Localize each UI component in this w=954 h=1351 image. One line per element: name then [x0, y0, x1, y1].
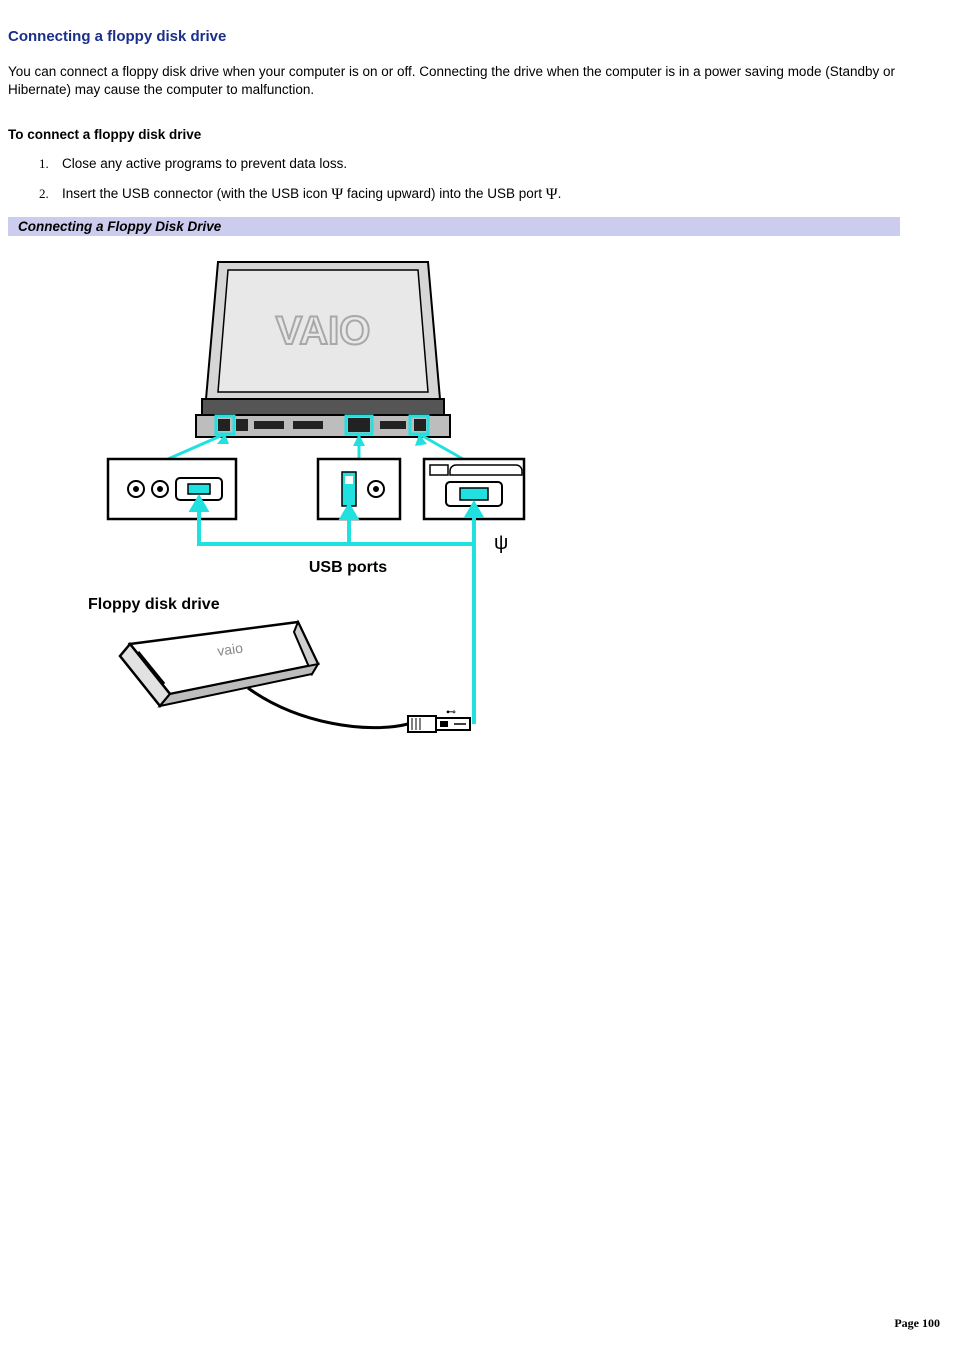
sub-heading: To connect a floppy disk drive	[8, 127, 946, 142]
usb-ports-label: USB ports	[309, 559, 387, 576]
usb-icon: Ψ	[546, 186, 558, 203]
figure-container: VAIO	[8, 244, 954, 754]
page-number: Page 100	[894, 1316, 940, 1331]
step-2-text-c: .	[558, 186, 562, 201]
steps-list: Close any active programs to prevent dat…	[8, 156, 946, 203]
port-detail-boxes	[108, 459, 524, 519]
step-2-text-b: facing upward) into the USB port	[343, 186, 546, 201]
step-1-text: Close any active programs to prevent dat…	[62, 156, 347, 171]
connection-diagram: VAIO	[68, 244, 538, 754]
usb-icon: Ψ	[331, 186, 343, 203]
laptop-illustration: VAIO	[196, 262, 450, 437]
usb-connector-plug: ⊷	[408, 707, 470, 732]
document-page: Connecting a floppy disk drive You can c…	[0, 0, 954, 1351]
step-2: Insert the USB connector (with the USB i…	[52, 185, 946, 203]
floppy-drive-label: Floppy disk drive	[88, 596, 220, 613]
usb-symbol-icon: ψ	[494, 532, 508, 554]
floppy-drive-illustration: vaio	[120, 622, 318, 706]
step-1: Close any active programs to prevent dat…	[52, 156, 946, 171]
figure-caption-bar: Connecting a Floppy Disk Drive	[8, 217, 900, 236]
usb-cable	[248, 688, 408, 728]
svg-text:⊷: ⊷	[446, 707, 456, 718]
intro-paragraph: You can connect a floppy disk drive when…	[8, 63, 946, 99]
section-title: Connecting a floppy disk drive	[8, 28, 946, 45]
step-2-text-a: Insert the USB connector (with the USB i…	[62, 186, 331, 201]
vaio-logo: VAIO	[276, 309, 371, 353]
